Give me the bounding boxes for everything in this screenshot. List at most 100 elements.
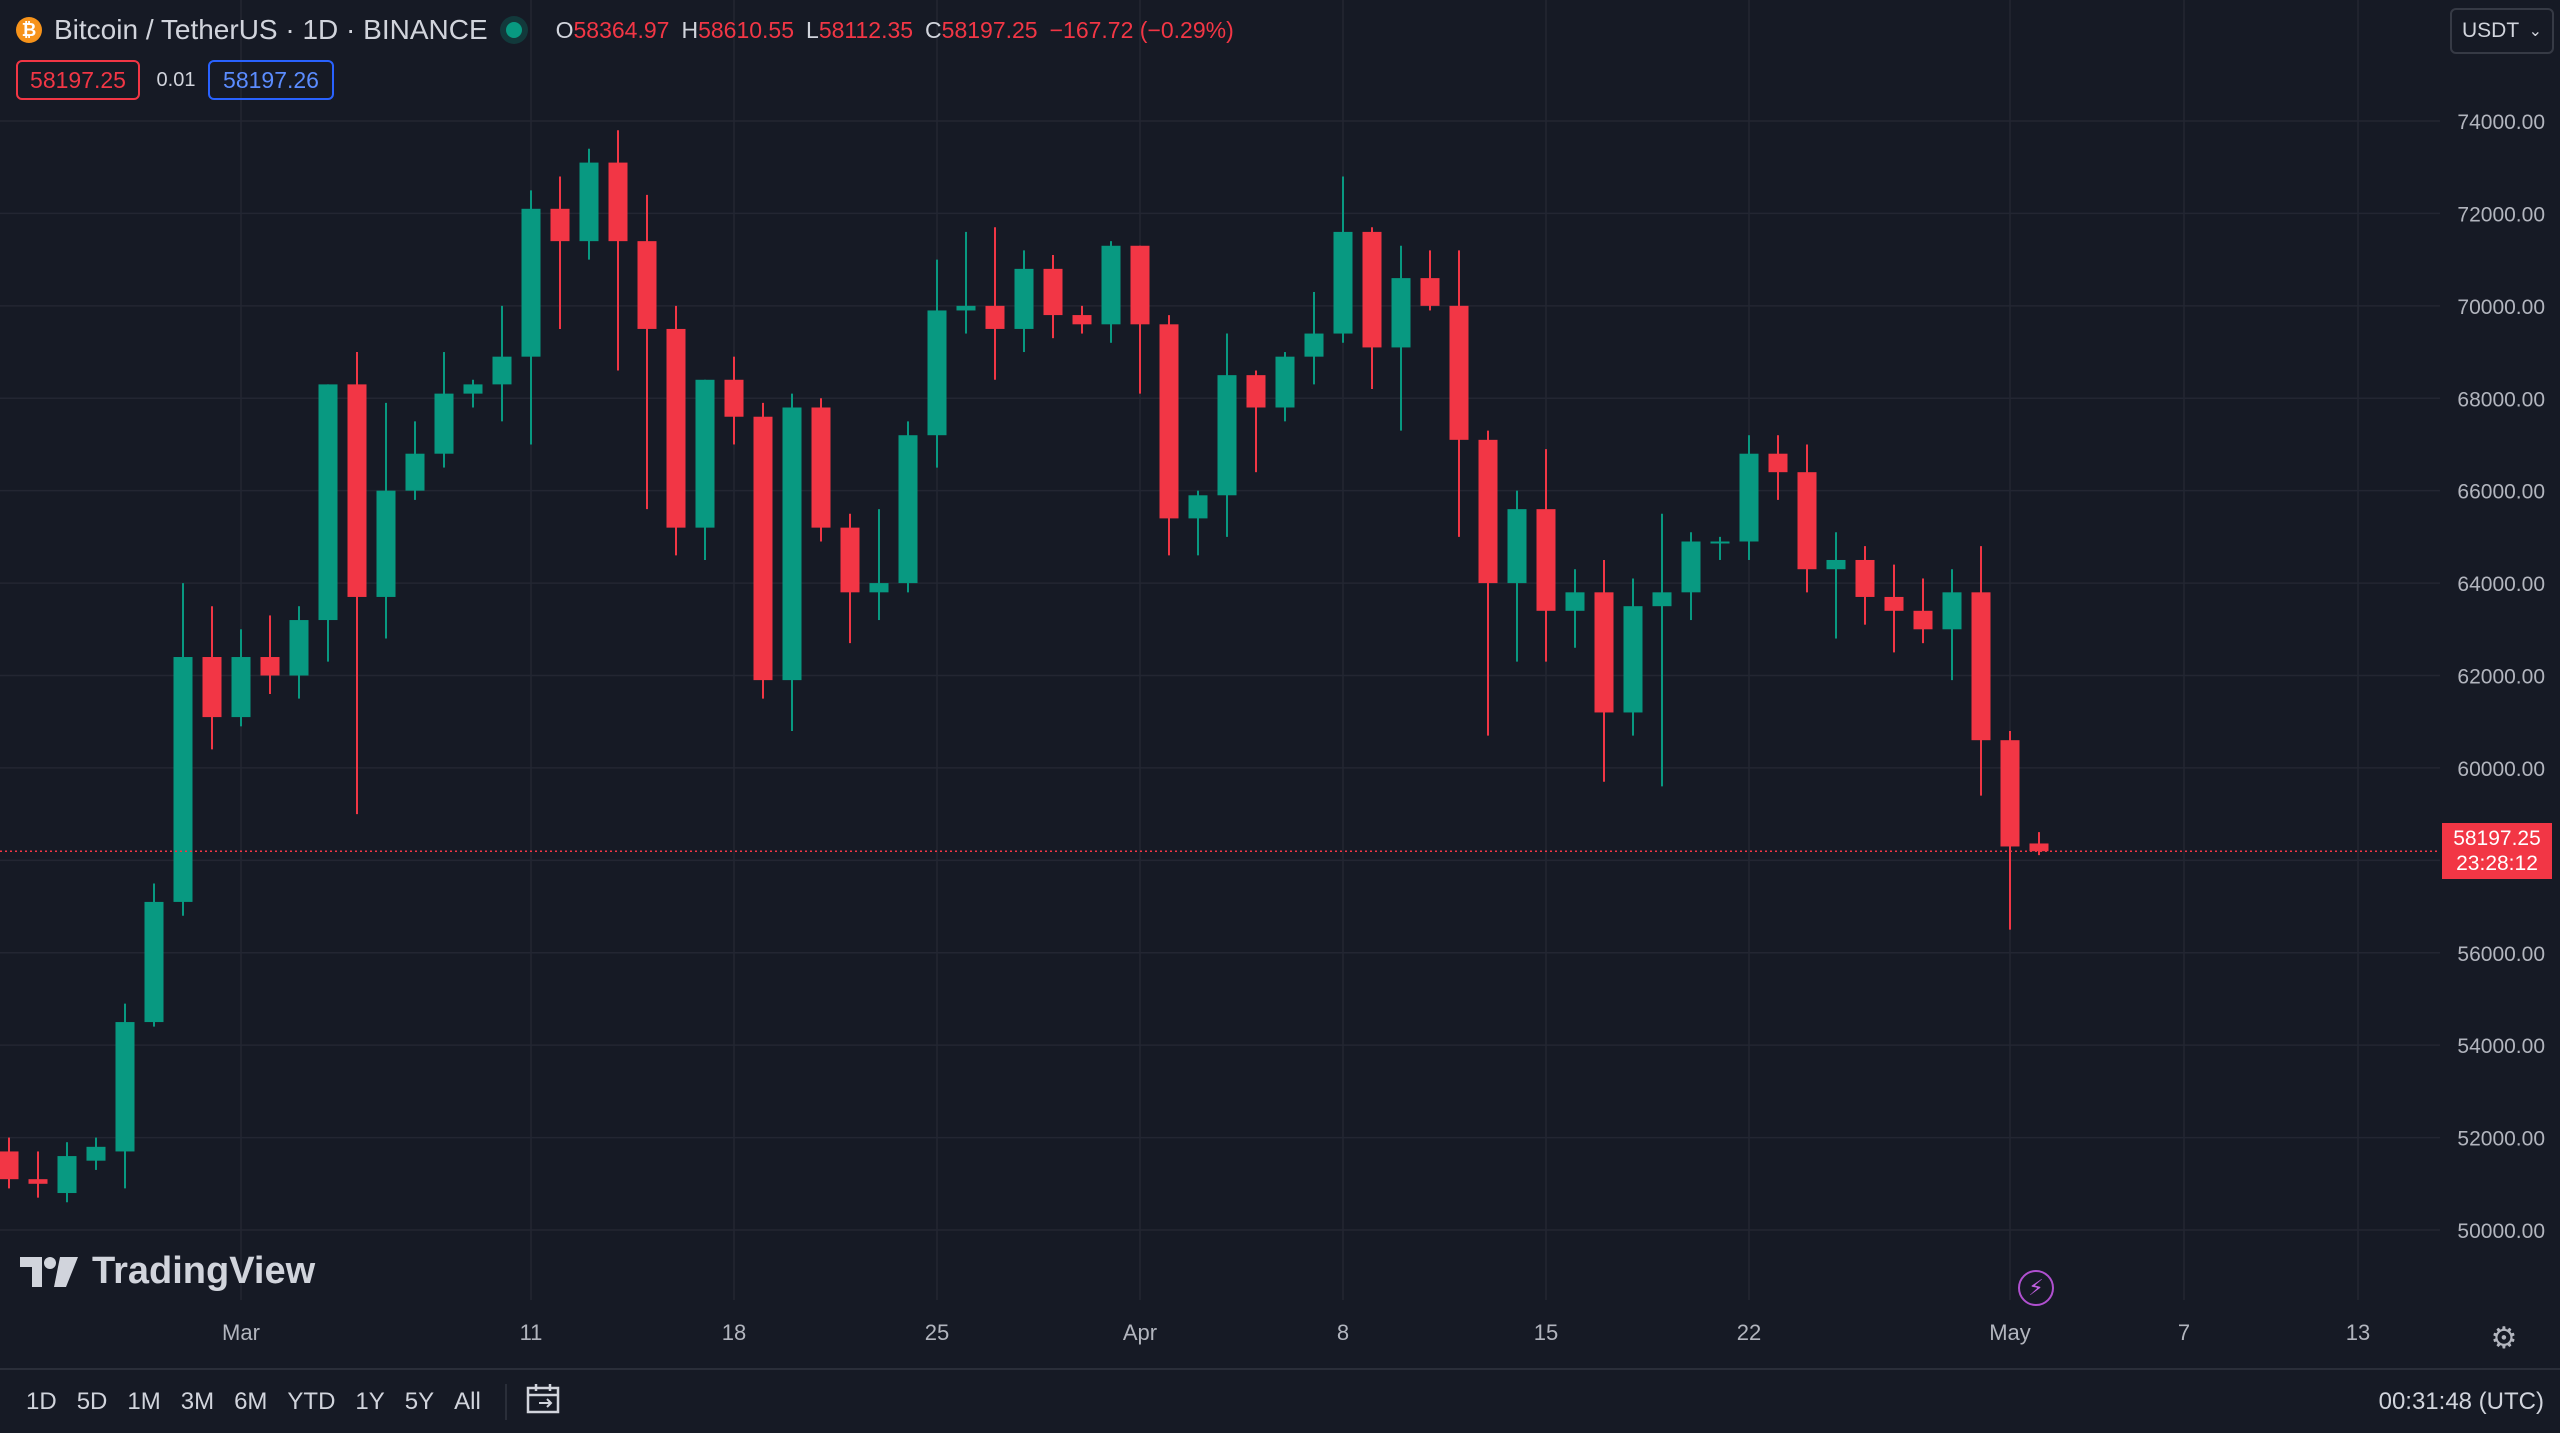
candle-body xyxy=(550,208,570,242)
candle-body xyxy=(579,162,599,242)
candle xyxy=(1594,559,1614,782)
buy-price-button[interactable]: 58197.26 xyxy=(208,60,334,100)
candle xyxy=(1942,569,1962,681)
candle xyxy=(1855,546,1875,625)
range-1y-button[interactable]: 1Y xyxy=(355,1387,385,1415)
candle-body xyxy=(521,208,541,357)
candle xyxy=(115,1003,135,1189)
symbol-header[interactable]: ₿ Bitcoin / TetherUS · 1D · BINANCE O583… xyxy=(16,12,1234,48)
candle xyxy=(289,606,309,699)
candle xyxy=(1362,227,1382,390)
candle-body xyxy=(1478,439,1498,584)
candle-body xyxy=(492,356,512,385)
candle xyxy=(1391,245,1411,431)
candle xyxy=(1101,241,1121,343)
market-status-icon[interactable] xyxy=(505,22,522,38)
y-tick-label: 50000.00 xyxy=(2457,1220,2545,1243)
candle-body xyxy=(289,620,309,676)
currency-select[interactable]: USDT ⌄ xyxy=(2450,8,2554,54)
candle-body xyxy=(1130,245,1150,325)
candle-body xyxy=(1246,375,1266,408)
candle-body xyxy=(2029,843,2049,852)
candle-body xyxy=(0,1151,19,1180)
candle xyxy=(956,231,976,334)
range-6m-button[interactable]: 6M xyxy=(234,1387,268,1415)
y-tick-label: 62000.00 xyxy=(2457,666,2545,689)
candle xyxy=(28,1151,48,1198)
candle-body xyxy=(376,490,396,597)
y-tick-label: 68000.00 xyxy=(2457,388,2545,411)
candle-body xyxy=(927,310,947,436)
x-tick-label: 22 xyxy=(1737,1320,1761,1345)
range-ytd-button[interactable]: YTD xyxy=(287,1387,336,1415)
candle-body xyxy=(782,407,802,681)
tradingview-logo-text: TradingView xyxy=(92,1250,316,1292)
range-5d-button[interactable]: 5D xyxy=(76,1387,108,1415)
candle-body xyxy=(173,657,193,902)
candle xyxy=(840,513,860,644)
candle-body xyxy=(1101,245,1121,325)
tradingview-logo[interactable]: TradingView xyxy=(20,1250,315,1293)
spread-value: 0.01 xyxy=(156,68,196,91)
range-5y-button[interactable]: 5Y xyxy=(404,1387,435,1415)
candle xyxy=(1275,352,1295,422)
candle-body xyxy=(1623,606,1643,713)
candle xyxy=(579,148,599,260)
candle xyxy=(1217,333,1237,537)
candle-body xyxy=(1043,268,1063,316)
candle-body xyxy=(1333,231,1353,334)
candle-body xyxy=(202,657,222,718)
candle xyxy=(173,583,193,916)
candle-body xyxy=(1507,509,1527,584)
candle-body xyxy=(898,435,918,584)
y-tick-label: 70000.00 xyxy=(2457,296,2545,319)
range-all-button[interactable]: All xyxy=(454,1387,481,1415)
x-tick-label: Mar xyxy=(222,1320,260,1345)
candle xyxy=(1507,490,1527,662)
candle-body xyxy=(318,384,338,621)
x-tick-label: 13 xyxy=(2346,1320,2370,1345)
time-range-buttons: 1D 5D 1M 3M 6M YTD 1Y 5Y All xyxy=(16,1388,491,1416)
candle xyxy=(1130,245,1150,394)
candle-body xyxy=(608,162,628,242)
candle-body xyxy=(1710,541,1730,544)
candle-body xyxy=(695,379,715,528)
range-3m-button[interactable]: 3M xyxy=(180,1387,215,1415)
candle-body xyxy=(1826,559,1846,570)
candle xyxy=(1681,532,1701,621)
candle xyxy=(202,606,222,750)
y-tick-label: 72000.00 xyxy=(2457,203,2545,226)
x-tick-label: 11 xyxy=(520,1320,543,1345)
candle xyxy=(144,883,164,1027)
range-1m-button[interactable]: 1M xyxy=(127,1387,161,1415)
range-1d-button[interactable]: 1D xyxy=(26,1387,57,1415)
candle-body xyxy=(1884,596,1904,611)
x-tick-label: 8 xyxy=(1337,1320,1349,1345)
candle-body xyxy=(28,1179,48,1184)
candle xyxy=(666,305,686,556)
candle xyxy=(1043,255,1063,339)
candle xyxy=(405,421,425,500)
chevron-down-icon: ⌄ xyxy=(2528,23,2542,40)
candle-body xyxy=(1159,324,1179,519)
change-value: −167.72 (−0.29%) xyxy=(1049,16,1234,43)
utc-clock[interactable]: 00:31:48 (UTC) xyxy=(2378,1387,2544,1415)
candle xyxy=(869,509,889,621)
y-tick-label: 64000.00 xyxy=(2457,573,2545,596)
candle xyxy=(1913,578,1933,644)
candle-body xyxy=(231,657,251,718)
currency-select-value: USDT xyxy=(2462,19,2520,42)
y-tick-label: 60000.00 xyxy=(2457,758,2545,781)
sell-price-button[interactable]: 58197.25 xyxy=(16,60,140,100)
gear-icon[interactable]: ⚙ xyxy=(2490,1321,2518,1355)
candle xyxy=(86,1137,106,1170)
symbol-title[interactable]: Bitcoin / TetherUS · 1D · BINANCE xyxy=(54,14,488,45)
lightning-icon[interactable]: ⚡ xyxy=(2018,1270,2054,1306)
calendar-icon[interactable] xyxy=(525,1382,561,1422)
candle xyxy=(1536,449,1556,662)
candle-body xyxy=(434,393,454,454)
candles xyxy=(0,130,2049,1203)
candle xyxy=(724,356,744,445)
candle-body xyxy=(1536,509,1556,611)
